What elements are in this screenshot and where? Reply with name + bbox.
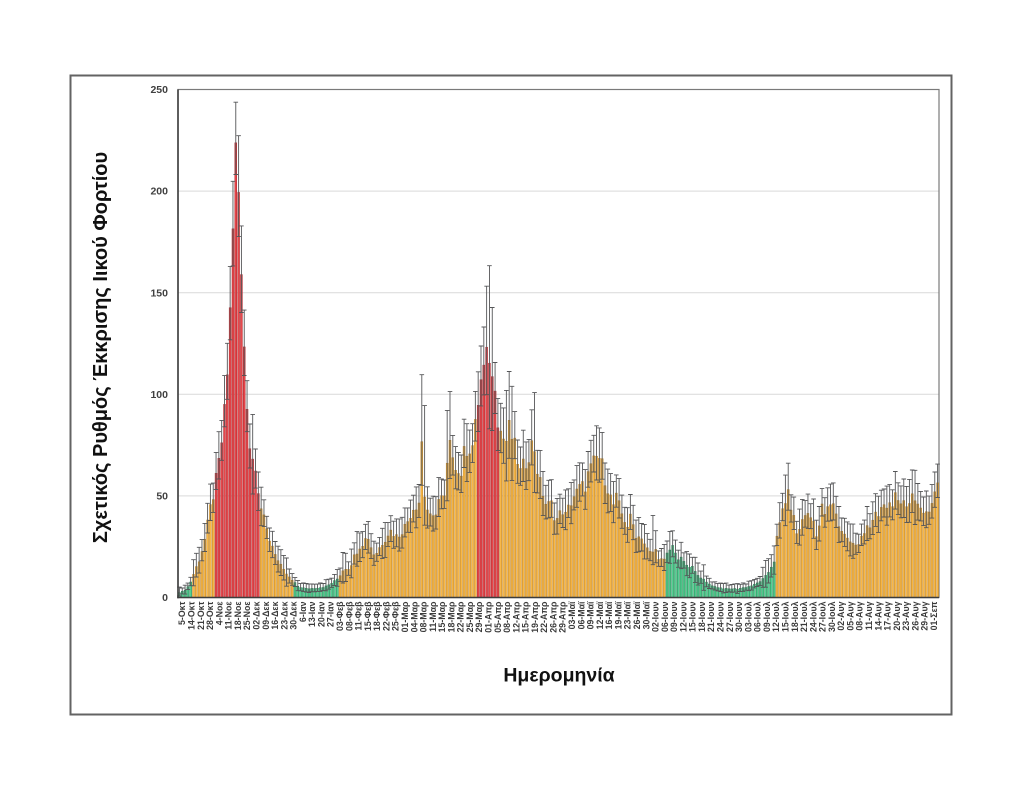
svg-text:22-Φεβ: 22-Φεβ (381, 601, 391, 631)
svg-text:02-Αυγ: 02-Αυγ (836, 601, 846, 630)
svg-text:11-Νοε: 11-Νοε (224, 601, 234, 630)
svg-text:22-Απρ: 22-Απρ (539, 601, 549, 633)
svg-text:09-Μαϊ: 09-Μαϊ (586, 601, 596, 629)
svg-text:12-Ιουν: 12-Ιουν (678, 601, 688, 632)
svg-text:11-Αυγ: 11-Αυγ (864, 601, 874, 630)
svg-text:03-Ιουλ: 03-Ιουλ (743, 601, 753, 632)
svg-text:18-Μαρ: 18-Μαρ (446, 601, 456, 632)
svg-text:30-Ιουν: 30-Ιουν (734, 601, 744, 632)
svg-text:Σχετικός Ρυθμός Έκκρισης Ιικού: Σχετικός Ρυθμός Έκκρισης Ιικού Φορτίου (90, 152, 112, 543)
svg-text:06-Μαϊ: 06-Μαϊ (576, 601, 586, 629)
svg-text:23-Δεκ: 23-Δεκ (279, 601, 289, 629)
svg-text:16-Δεκ: 16-Δεκ (270, 601, 280, 629)
svg-text:14-Οκτ: 14-Οκτ (187, 601, 197, 629)
svg-text:26-Αυγ: 26-Αυγ (910, 601, 920, 630)
svg-text:12-Μαϊ: 12-Μαϊ (595, 601, 605, 629)
svg-text:0: 0 (162, 592, 168, 604)
svg-text:Ημερομηνία: Ημερομηνία (503, 665, 614, 687)
svg-text:19-Απρ: 19-Απρ (530, 601, 540, 633)
svg-text:27-Ιαν: 27-Ιαν (326, 601, 336, 627)
svg-text:08-Μαρ: 08-Μαρ (419, 601, 429, 632)
svg-text:23-Αυγ: 23-Αυγ (901, 601, 911, 630)
svg-text:30-Ιουλ: 30-Ιουλ (827, 601, 837, 632)
svg-text:27-Ιουν: 27-Ιουν (725, 601, 735, 632)
svg-text:08-Αυγ: 08-Αυγ (855, 601, 865, 630)
svg-text:25-Μαρ: 25-Μαρ (465, 601, 475, 632)
svg-text:6-Ιαν: 6-Ιαν (298, 601, 308, 622)
svg-text:26-Απρ: 26-Απρ (549, 601, 559, 633)
svg-text:21-Ιουλ: 21-Ιουλ (799, 601, 809, 632)
svg-text:29-Μαρ: 29-Μαρ (474, 601, 484, 632)
svg-text:25-Νοε: 25-Νοε (242, 601, 252, 630)
svg-text:4-Νοε: 4-Νοε (214, 601, 224, 626)
svg-text:15-Μαρ: 15-Μαρ (437, 601, 447, 632)
svg-text:21-Οκτ: 21-Οκτ (196, 601, 206, 629)
svg-text:17-Αυγ: 17-Αυγ (883, 601, 893, 630)
svg-text:150: 150 (150, 287, 168, 299)
svg-text:28-Οκτ: 28-Οκτ (205, 601, 215, 629)
svg-text:03-Φεβ: 03-Φεβ (335, 601, 345, 631)
svg-text:14-Αυγ: 14-Αυγ (873, 601, 883, 630)
svg-text:03-Μαϊ: 03-Μαϊ (567, 601, 577, 629)
svg-text:15-Ιουν: 15-Ιουν (688, 601, 698, 632)
svg-text:23-Μαϊ: 23-Μαϊ (623, 601, 633, 629)
svg-text:06-Ιουλ: 06-Ιουλ (753, 601, 763, 632)
svg-text:16-Μαϊ: 16-Μαϊ (604, 601, 614, 629)
svg-text:18-Ιουλ: 18-Ιουλ (790, 601, 800, 632)
svg-text:01-Απρ: 01-Απρ (484, 601, 494, 633)
svg-text:24-Ιουλ: 24-Ιουλ (808, 601, 818, 632)
svg-text:02-Δεκ: 02-Δεκ (252, 601, 262, 629)
svg-text:25-Φεβ: 25-Φεβ (391, 601, 401, 631)
svg-text:50: 50 (156, 491, 168, 503)
svg-text:18-Φεβ: 18-Φεβ (372, 601, 382, 631)
svg-text:20-Αυγ: 20-Αυγ (892, 601, 902, 630)
svg-text:13-Ιαν: 13-Ιαν (307, 601, 317, 627)
svg-text:30-Μαϊ: 30-Μαϊ (641, 601, 651, 629)
svg-text:100: 100 (150, 389, 168, 401)
svg-text:09-Ιουν: 09-Ιουν (669, 601, 679, 632)
svg-text:04-Μαρ: 04-Μαρ (409, 601, 419, 632)
svg-text:29-Απρ: 29-Απρ (558, 601, 568, 633)
svg-text:11-Φεβ: 11-Φεβ (354, 601, 364, 631)
svg-text:250: 250 (150, 84, 168, 96)
svg-text:05-Απρ: 05-Απρ (493, 601, 503, 633)
svg-text:05-Αυγ: 05-Αυγ (845, 601, 855, 630)
svg-text:200: 200 (150, 186, 168, 198)
svg-text:02-Ιουν: 02-Ιουν (651, 601, 661, 632)
svg-text:15-Ιουλ: 15-Ιουλ (781, 601, 791, 632)
svg-text:09-Ιουλ: 09-Ιουλ (762, 601, 772, 632)
svg-text:18-Ιουν: 18-Ιουν (697, 601, 707, 632)
svg-text:15-Απρ: 15-Απρ (521, 601, 531, 633)
svg-text:12-Απρ: 12-Απρ (511, 601, 521, 633)
svg-text:01-Σεπ: 01-Σεπ (929, 601, 939, 630)
svg-text:06-Ιουν: 06-Ιουν (660, 601, 670, 632)
svg-text:21-Ιουν: 21-Ιουν (706, 601, 716, 632)
svg-text:09-Δεκ: 09-Δεκ (261, 601, 271, 629)
svg-text:08-Φεβ: 08-Φεβ (344, 601, 354, 631)
svg-text:18-Νοε: 18-Νοε (233, 601, 243, 630)
svg-text:20-Ιαν: 20-Ιαν (316, 601, 326, 627)
svg-text:5-Οκτ: 5-Οκτ (177, 601, 187, 625)
svg-text:30-Δεκ: 30-Δεκ (289, 601, 299, 629)
svg-text:15-Φεβ: 15-Φεβ (363, 601, 373, 631)
svg-text:22-Μαρ: 22-Μαρ (456, 601, 466, 632)
svg-text:19-Μαϊ: 19-Μαϊ (613, 601, 623, 629)
svg-text:12-Ιουλ: 12-Ιουλ (771, 601, 781, 632)
svg-text:29-Αυγ: 29-Αυγ (920, 601, 930, 630)
svg-text:26-Μαϊ: 26-Μαϊ (632, 601, 642, 629)
svg-text:27-Ιουλ: 27-Ιουλ (818, 601, 828, 632)
svg-text:01-Μαρ: 01-Μαρ (400, 601, 410, 632)
svg-text:24-Ιουν: 24-Ιουν (716, 601, 726, 632)
svg-text:11-Μαρ: 11-Μαρ (428, 601, 438, 632)
svg-text:08-Απρ: 08-Απρ (502, 601, 512, 633)
